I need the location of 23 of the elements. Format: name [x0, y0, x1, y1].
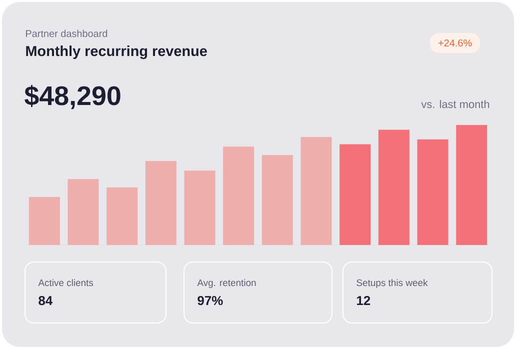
bar [68, 179, 99, 245]
text: $48,290 [24, 85, 120, 110]
bar [378, 130, 410, 245]
chart-title: Monthly recurring revenue [26, 46, 207, 60]
text: +24.6% [438, 39, 472, 47]
text: vs. last month [421, 100, 490, 108]
bar [145, 160, 176, 245]
text: Active clients [38, 279, 94, 286]
text: Setups this week [356, 279, 428, 288]
bar [300, 136, 332, 245]
bar [28, 197, 60, 245]
bar [223, 146, 254, 245]
text: 97% [198, 296, 223, 306]
bar [340, 144, 371, 245]
chart-subtitle: Partner dashboard [26, 30, 108, 38]
text: 12 [357, 296, 370, 305]
bar [456, 124, 488, 245]
bar [106, 187, 138, 245]
text: Avg. retention [197, 279, 256, 288]
bar [417, 139, 448, 245]
bar [184, 170, 216, 245]
text: 84 [38, 296, 53, 306]
bar [262, 154, 293, 245]
